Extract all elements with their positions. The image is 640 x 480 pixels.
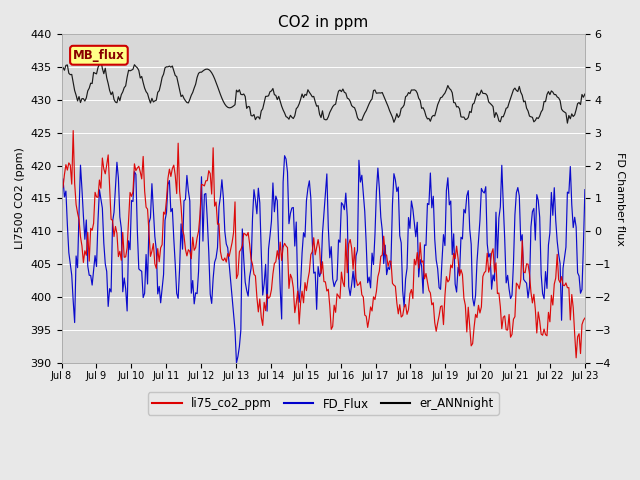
Y-axis label: LI7500 CO2 (ppm): LI7500 CO2 (ppm) (15, 147, 25, 250)
Legend: li75_co2_ppm, FD_Flux, er_ANNnight: li75_co2_ppm, FD_Flux, er_ANNnight (148, 392, 499, 415)
Y-axis label: FD Chamber flux: FD Chamber flux (615, 152, 625, 245)
Text: MB_flux: MB_flux (73, 49, 125, 62)
Title: CO2 in ppm: CO2 in ppm (278, 15, 369, 30)
